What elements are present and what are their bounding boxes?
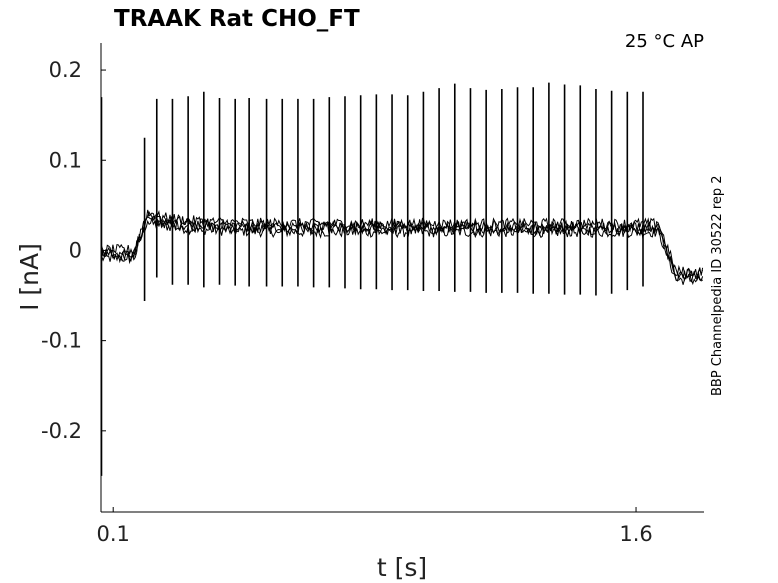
current-trace [101, 209, 704, 279]
y-tick-label: 0 [69, 238, 82, 262]
y-tick-label: 0.2 [49, 58, 82, 82]
y-tick-label: -0.1 [41, 329, 82, 353]
side-label: BBP Channelpedia ID 30522 rep 2 [710, 175, 725, 396]
x-tick-label: 1.6 [619, 522, 652, 546]
current-traces [101, 97, 704, 476]
current-trace [101, 210, 704, 281]
x-axis-ticks: 0.1 1.6 [96, 507, 653, 546]
y-axis-label: I [nA] [15, 243, 44, 311]
x-axis-label: t [s] [377, 553, 427, 582]
y-tick-label: -0.2 [41, 419, 82, 443]
y-axis-ticks: 0.2 0.1 0 -0.1 -0.2 [41, 58, 106, 443]
y-tick-label: 0.1 [49, 148, 82, 172]
chart-title: TRAAK Rat CHO_FT [114, 6, 360, 32]
condition-annotation: 25 °C AP [625, 31, 704, 52]
spike-group [143, 82, 644, 301]
x-tick-label: 0.1 [96, 522, 129, 546]
plot-area [101, 82, 704, 476]
